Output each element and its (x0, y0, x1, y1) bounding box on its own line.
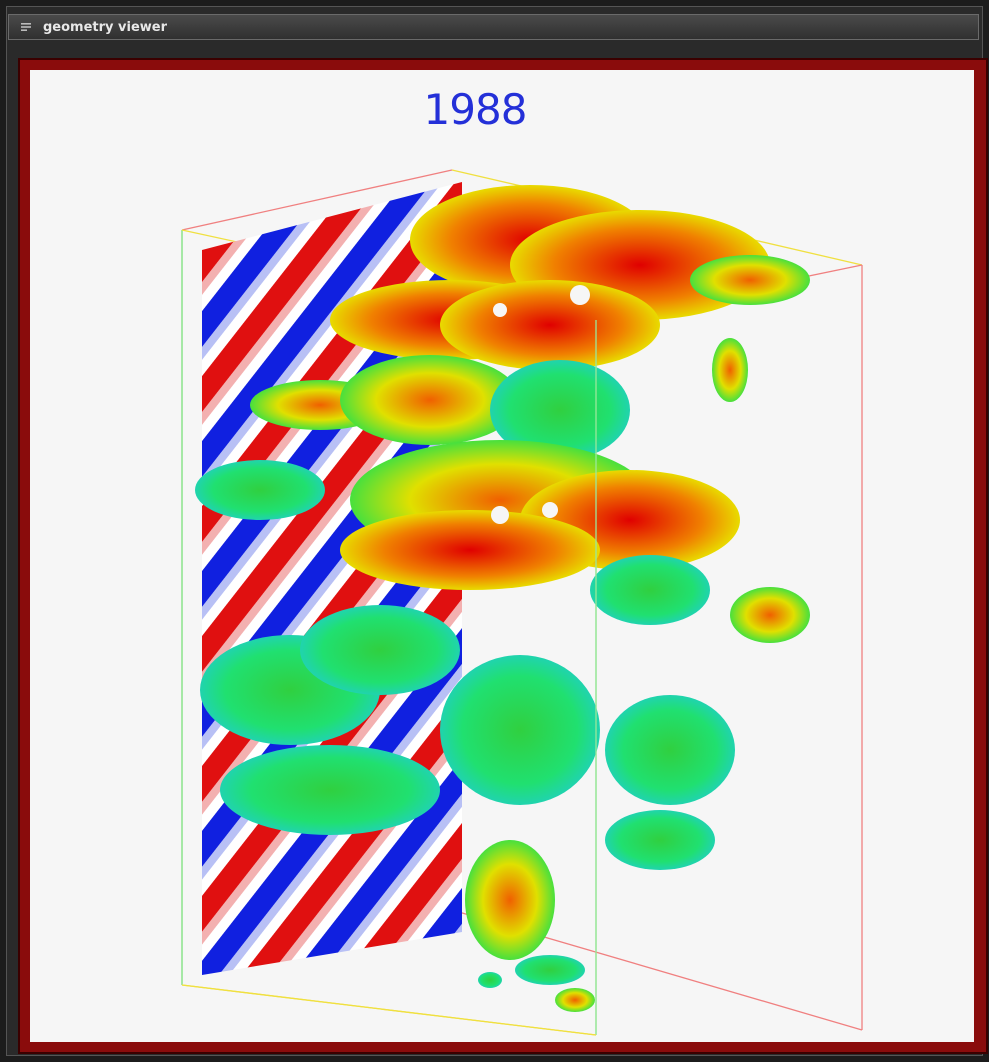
geobody-middle (195, 440, 810, 643)
title-bar[interactable]: geometry viewer (8, 14, 979, 40)
bounding-box-front (181, 320, 597, 1036)
seismic-volume-render[interactable] (30, 70, 974, 1042)
3d-viewport[interactable]: 1988 (30, 70, 974, 1042)
window-title: geometry viewer (43, 19, 168, 35)
window-menu-icon[interactable] (19, 20, 33, 34)
geobody-lower (200, 605, 735, 1012)
year-label: 1988 (423, 85, 528, 134)
geobody-upper (250, 185, 810, 460)
